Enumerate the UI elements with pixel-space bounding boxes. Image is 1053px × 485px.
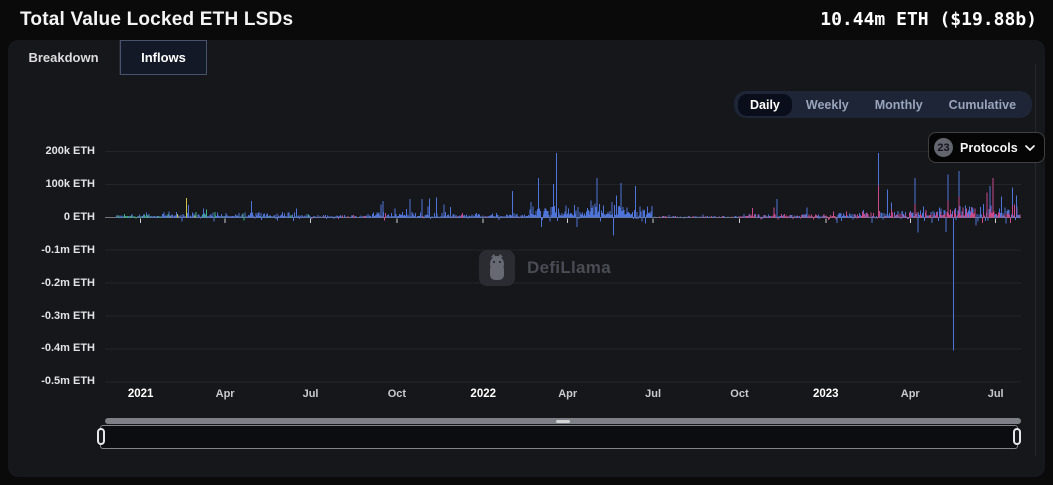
period-selector: Daily Weekly Monthly Cumulative — [734, 91, 1033, 118]
tab-bar: Breakdown Inflows — [8, 40, 207, 75]
period-monthly[interactable]: Monthly — [874, 97, 923, 112]
defillama-watermark: DefiLlama — [478, 249, 611, 287]
chevron-down-icon — [1024, 144, 1035, 151]
page-title: Total Value Locked ETH LSDs — [20, 9, 294, 30]
header-total-value: 10.44m ETH ($19.88b) — [820, 9, 1037, 30]
right-scroll-track — [1035, 64, 1036, 456]
page-header: Total Value Locked ETH LSDs 10.44m ETH (… — [0, 0, 1053, 40]
protocols-count-badge: 23 — [934, 138, 953, 157]
period-weekly[interactable]: Weekly — [805, 97, 849, 112]
datazoom-right-handle[interactable] — [1013, 428, 1021, 445]
tab-inflows[interactable]: Inflows — [120, 40, 207, 75]
chart-scrollbar[interactable] — [105, 418, 1021, 424]
period-cumulative[interactable]: Cumulative — [948, 97, 1017, 112]
tab-breakdown[interactable]: Breakdown — [8, 40, 120, 75]
protocols-dropdown[interactable]: 23 Protocols — [928, 132, 1045, 163]
protocols-label: Protocols — [960, 140, 1018, 155]
period-daily[interactable]: Daily — [738, 93, 792, 116]
datazoom-left-handle[interactable] — [97, 428, 105, 445]
scrollbar-grip[interactable] — [556, 419, 570, 423]
watermark-text: DefiLlama — [527, 258, 611, 277]
llama-icon — [479, 250, 515, 286]
datazoom-range-slider[interactable] — [97, 425, 1021, 449]
